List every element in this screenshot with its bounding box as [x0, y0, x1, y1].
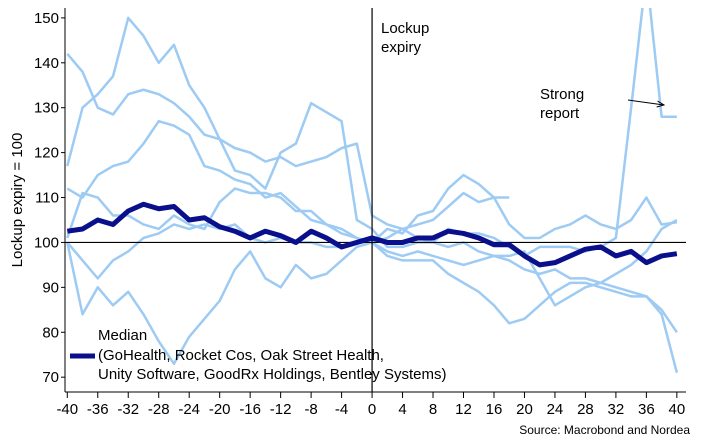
annotation: Strong	[540, 86, 584, 103]
x-tick-label: 16	[486, 401, 503, 418]
x-tick-label: -12	[270, 401, 292, 418]
annotation: expiry	[381, 39, 422, 56]
x-tick-label: -16	[239, 401, 261, 418]
x-tick-label: -32	[117, 401, 139, 418]
y-tick-label: 150	[34, 10, 59, 27]
x-tick-label: -8	[304, 401, 317, 418]
x-tick-label: -4	[335, 401, 348, 418]
median-line	[66, 201, 678, 268]
y-tick-label: 130	[34, 100, 59, 117]
x-tick-label: 32	[608, 401, 625, 418]
y-tick-label: 140	[34, 55, 59, 72]
y-tick-label: 100	[34, 234, 59, 251]
x-tick-label: 4	[398, 401, 406, 418]
x-tick-label: -20	[209, 401, 231, 418]
x-tick-label: -36	[87, 401, 109, 418]
y-tick-label: 110	[35, 190, 59, 207]
annotation-arrow	[627, 99, 664, 105]
x-tick-label: -28	[148, 401, 170, 418]
x-tick-label: 24	[547, 401, 564, 418]
annotation: Lockup	[381, 20, 429, 37]
y-tick-label: 70	[42, 369, 59, 386]
source: Source: Macrobond and Nordea	[519, 423, 690, 437]
y-tick-label: 120	[34, 145, 59, 162]
x-tick-label: -40	[56, 401, 78, 418]
annotation: report	[540, 105, 580, 122]
x-tick-label: 20	[516, 401, 533, 418]
y-tick-label: 80	[42, 324, 59, 341]
x-tick-label: 0	[368, 401, 376, 418]
x-tick-label: 36	[638, 401, 655, 418]
x-tick-label: -24	[178, 401, 200, 418]
y-axis-label: Lockup expiry = 100	[9, 133, 26, 268]
x-tick-label: 28	[577, 401, 594, 418]
plot-area	[65, 8, 686, 392]
x-tick-label: 12	[455, 401, 472, 418]
x-tick-label: 8	[429, 401, 437, 418]
legend-label: Median (GoHealth, Rocket Cos, Oak Street…	[98, 327, 447, 383]
x-tick-label: 40	[669, 401, 686, 418]
y-tick-label: 90	[42, 279, 59, 296]
